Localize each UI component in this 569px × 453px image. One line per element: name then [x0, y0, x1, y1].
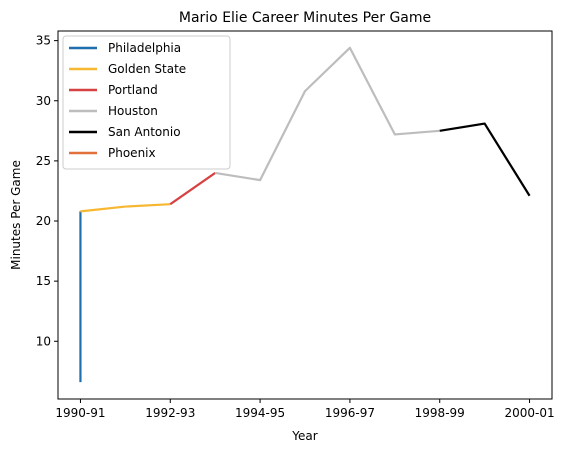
y-tick-label: 10 — [36, 334, 51, 348]
x-tick-label: 1990-91 — [55, 406, 105, 420]
x-tick-label: 1998-99 — [415, 406, 465, 420]
series-line-1 — [80, 203, 171, 213]
legend-item-label: Philadelphia — [108, 41, 181, 55]
y-axis-label: Minutes Per Game — [9, 160, 23, 270]
series-line-2 — [169, 172, 216, 206]
x-tick-label: 2000-01 — [504, 406, 554, 420]
series-line-3 — [215, 46, 440, 182]
y-tick-label: 25 — [36, 154, 51, 168]
y-tick-label: 35 — [36, 34, 51, 48]
y-tick-label: 15 — [36, 274, 51, 288]
legend: Philadelphia Golden State Portland Houston S… — [62, 35, 231, 170]
x-axis-label: Year — [291, 429, 317, 443]
y-axis: 10 15 20 25 30 35 — [36, 34, 58, 348]
y-tick-label: 20 — [36, 214, 51, 228]
chart-title: Mario Elie Career Minutes Per Game — [179, 10, 431, 26]
x-tick-label: 1996-97 — [325, 406, 375, 420]
series-line-4 — [439, 122, 531, 197]
legend-item-label: Portland — [108, 83, 158, 97]
series-layer — [79, 46, 531, 383]
plot-frame — [57, 30, 553, 400]
x-axis: 1990-91 1992-93 1994-95 1996-97 1998-99 2000-… — [55, 399, 555, 420]
x-tick-label: 1994-95 — [235, 406, 285, 420]
legend-item-label: Golden State — [108, 62, 186, 76]
legend-item-label: San Antonio — [108, 125, 181, 139]
legend-item-label: Phoenix — [108, 146, 156, 160]
y-tick-label: 30 — [36, 94, 51, 108]
legend-item-label: Houston — [108, 104, 158, 118]
x-tick-label: 1992-93 — [145, 406, 195, 420]
legend-box — [62, 35, 231, 170]
